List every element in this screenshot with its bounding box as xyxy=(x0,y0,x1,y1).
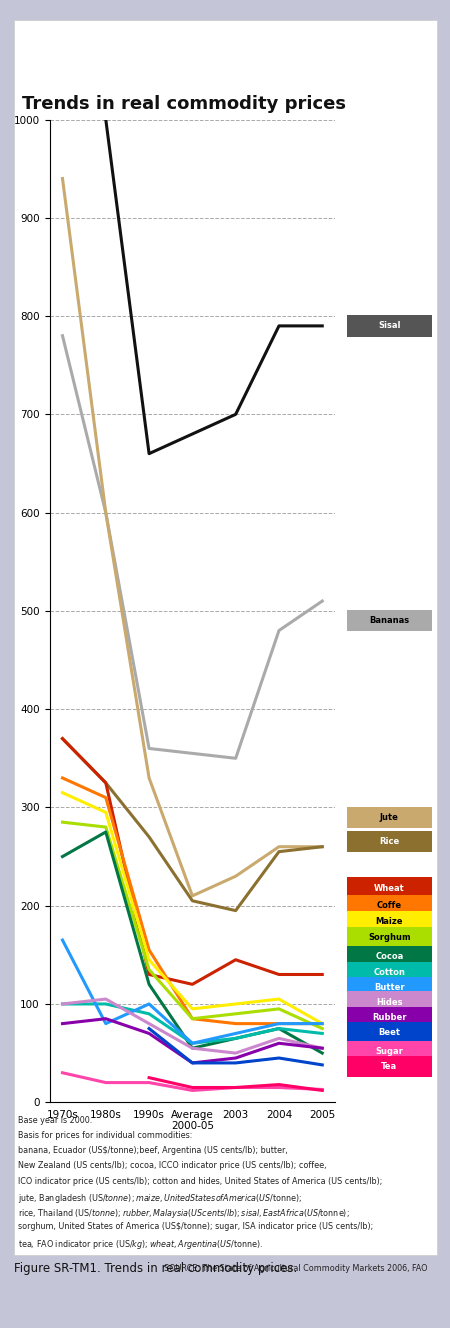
Text: Figure SR-TM1. Trends in real commodity prices.: Figure SR-TM1. Trends in real commodity … xyxy=(14,1262,297,1275)
Text: tea, FAO indicator price (US$/kg); wheat, Argentina (US$/tonne).: tea, FAO indicator price (US$/kg); wheat… xyxy=(18,1238,263,1251)
Text: Tea: Tea xyxy=(381,1062,397,1072)
Text: sorghum, United States of America (US$/tonne); sugar, ISA indicator price (US ce: sorghum, United States of America (US$/t… xyxy=(18,1222,373,1231)
Text: SOURCE: The State of Agricultural Commodity Markets 2006, FAO: SOURCE: The State of Agricultural Commod… xyxy=(164,1264,428,1272)
Text: Base year is 2000.: Base year is 2000. xyxy=(18,1116,92,1125)
Text: Rubber: Rubber xyxy=(372,1013,406,1023)
Text: rice, Thailand (US$/tonne); rubber, Malaysia (US cents/lb); sisal, East Africa (: rice, Thailand (US$/tonne); rubber, Mala… xyxy=(18,1207,350,1220)
Text: Butter: Butter xyxy=(374,983,405,992)
Text: Rice: Rice xyxy=(379,838,400,846)
Text: Jute: Jute xyxy=(380,813,399,822)
Text: New Zealand (US cents/lb); cocoa, ICCO indicator price (US cents/lb); coffee,: New Zealand (US cents/lb); cocoa, ICCO i… xyxy=(18,1161,327,1170)
Text: Maize: Maize xyxy=(375,916,403,926)
Text: Sisal: Sisal xyxy=(378,321,400,331)
Text: banana, Ecuador (US$/tonne);beef, Argentina (US cents/lb); butter,: banana, Ecuador (US$/tonne);beef, Argent… xyxy=(18,1146,288,1155)
Text: Cocoa: Cocoa xyxy=(375,952,403,961)
Text: ICO indicator price (US cents/lb); cotton and hides, United States of America (U: ICO indicator price (US cents/lb); cotto… xyxy=(18,1177,382,1186)
Text: Sugar: Sugar xyxy=(375,1046,403,1056)
Text: Hides: Hides xyxy=(376,997,402,1007)
Text: Trends in real commodity prices: Trends in real commodity prices xyxy=(22,94,346,113)
Text: Basis for prices for individual commodities:: Basis for prices for individual commodit… xyxy=(18,1131,193,1139)
Text: Coffe: Coffe xyxy=(377,902,402,910)
Text: jute, Bangladesh (US$/tonne); maize, United States of America (US$/tonne);: jute, Bangladesh (US$/tonne); maize, Uni… xyxy=(18,1193,302,1204)
Text: Sorghum: Sorghum xyxy=(368,932,410,942)
Text: Wheat: Wheat xyxy=(374,883,405,892)
Text: Beet: Beet xyxy=(378,1028,400,1037)
Text: Cotton: Cotton xyxy=(374,968,405,977)
Text: Bananas: Bananas xyxy=(369,616,410,625)
